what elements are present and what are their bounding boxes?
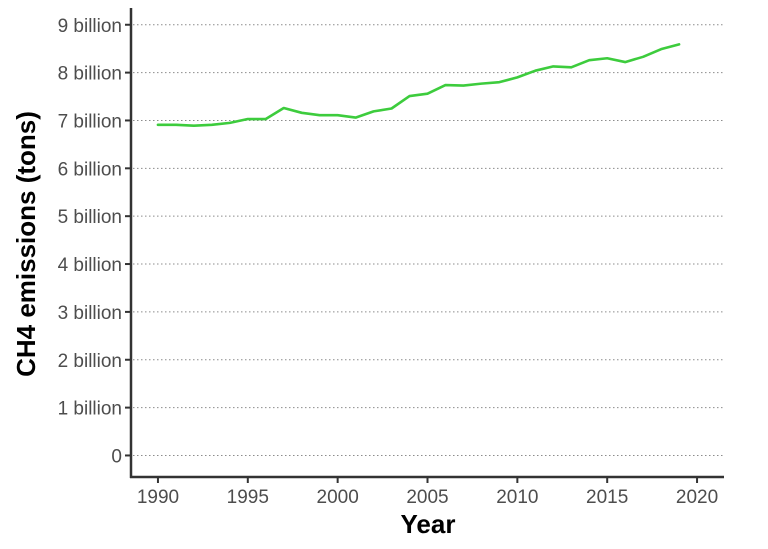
y-tick-label: 2 billion <box>58 351 122 372</box>
x-tick-label: 1990 <box>137 487 179 508</box>
gridlines <box>133 24 724 456</box>
x-tick-label: 2005 <box>406 487 448 508</box>
y-tick-label: 3 billion <box>58 303 122 324</box>
x-tick-label: 1995 <box>227 487 269 508</box>
x-tick-label: 2015 <box>586 487 628 508</box>
y-tick-label: 4 billion <box>58 255 122 276</box>
x-axis-ticks: 1990 1995 2000 2005 2010 2015 2020 <box>137 477 718 508</box>
axes <box>129 8 724 479</box>
y-tick-label: 5 billion <box>58 207 122 228</box>
x-axis-title: Year <box>401 509 456 539</box>
y-axis-title: CH4 emissions (tons) <box>11 111 41 377</box>
y-tick-label: 0 <box>111 446 122 467</box>
y-tick-label: 9 billion <box>58 16 122 37</box>
series-layer <box>156 43 681 128</box>
x-tick-label: 2020 <box>676 487 718 508</box>
series-line-ch4-emissions <box>156 43 681 128</box>
x-tick-label: 2010 <box>496 487 538 508</box>
y-tick-label: 6 billion <box>58 159 122 180</box>
y-axis-ticks: 0 1 billion 2 billion 3 billion 4 billion 5 b… <box>58 16 131 467</box>
y-tick-label: 7 billion <box>58 111 122 132</box>
x-tick-label: 2000 <box>317 487 359 508</box>
y-tick-label: 8 billion <box>58 64 122 85</box>
y-tick-label: 1 billion <box>58 399 122 420</box>
